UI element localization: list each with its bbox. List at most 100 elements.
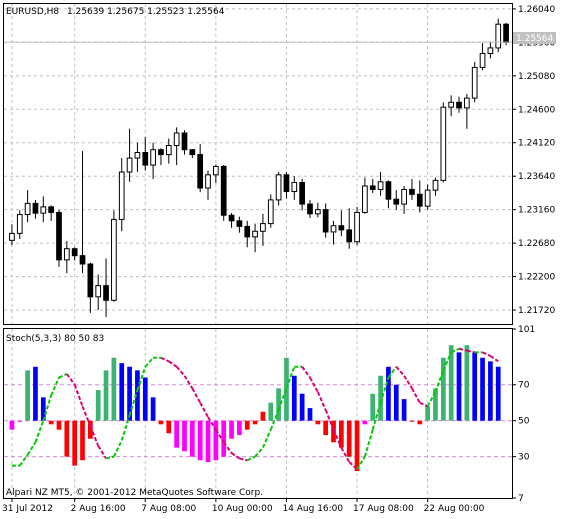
stoch-tick-label: 101 xyxy=(518,325,535,335)
stoch-histogram-bar xyxy=(95,390,101,421)
stoch-signal-segment xyxy=(316,391,327,411)
candle xyxy=(346,208,353,249)
stoch-signal-segment xyxy=(26,441,37,456)
candle xyxy=(362,177,368,214)
candle xyxy=(401,185,407,214)
time-tick-label: 7 Aug 08:00 xyxy=(141,504,196,514)
stoch-signal-segment xyxy=(199,402,209,418)
stoch-histogram-bar xyxy=(323,420,329,436)
stoch-histogram-bar xyxy=(339,420,344,448)
stoch-histogram-bar xyxy=(378,375,383,421)
stoch-signal-segment xyxy=(230,452,240,460)
candle-body xyxy=(471,66,478,99)
candle xyxy=(456,96,462,113)
candle-body xyxy=(362,185,368,213)
stoch-signal-segment xyxy=(482,351,491,357)
candle xyxy=(213,164,219,184)
candle-body xyxy=(479,52,486,68)
price-tick-label: 1.23160 xyxy=(518,206,555,216)
time-tick-label: 17 Aug 08:00 xyxy=(353,504,414,514)
candle-body xyxy=(283,174,290,193)
stoch-histogram-bar xyxy=(440,357,446,421)
candle xyxy=(291,176,298,200)
candle-body xyxy=(401,188,407,205)
candle xyxy=(32,199,39,219)
candle-body xyxy=(252,230,258,238)
candle xyxy=(471,61,478,103)
candle xyxy=(220,165,227,221)
stoch-histogram-bar xyxy=(276,388,281,421)
candle-body xyxy=(314,209,321,215)
candle xyxy=(307,199,313,219)
stoch-histogram-bar xyxy=(166,420,172,434)
candle xyxy=(56,209,62,267)
candle xyxy=(79,151,86,274)
stoch-signal-segment xyxy=(97,445,107,459)
stoch-signal-segment xyxy=(387,366,398,379)
stoch-signal-segment xyxy=(58,373,68,379)
stoch-histogram-bar xyxy=(40,397,46,421)
stoch-signal-segment xyxy=(340,447,351,463)
candle-body xyxy=(487,47,494,54)
stoch-histogram-bar xyxy=(488,361,493,421)
time-tick-label: 31 Jul 2012 xyxy=(2,504,53,514)
stoch-histogram-bar xyxy=(9,420,15,430)
time-tick-label: 14 Aug 16:00 xyxy=(282,504,343,514)
candle xyxy=(111,210,117,302)
stoch-histogram-bar xyxy=(205,420,211,463)
candle-body xyxy=(118,171,125,220)
stoch-signal-segment xyxy=(144,357,154,368)
stoch-signal-segment xyxy=(105,455,115,460)
candle xyxy=(354,206,360,246)
candle-body xyxy=(409,188,415,195)
stoch-signal-segment xyxy=(466,349,475,354)
stoch-signal-segment xyxy=(395,366,405,377)
candle xyxy=(464,93,470,129)
candle-body xyxy=(103,285,109,301)
stoch-histogram-bar xyxy=(213,420,219,461)
stoch-signal-segment xyxy=(419,401,429,408)
candle xyxy=(71,247,78,261)
candle-body xyxy=(346,229,353,243)
time-tick-label: 22 Aug 00:00 xyxy=(424,504,485,514)
stochastic-axis-labels: 101 70 50 30 7 xyxy=(512,325,535,504)
candle xyxy=(377,172,384,196)
candle-body xyxy=(126,157,133,173)
stoch-histogram-bar xyxy=(284,357,289,421)
stoch-signal-segment xyxy=(379,377,390,404)
candle xyxy=(260,213,266,246)
candle-body xyxy=(79,255,86,265)
stoch-signal-segment xyxy=(254,447,264,458)
stoch-signal-segment xyxy=(269,409,280,431)
candle-body xyxy=(150,149,156,166)
stoch-histogram-bar xyxy=(291,375,297,421)
stoch-signal-segment xyxy=(442,351,453,371)
candle xyxy=(322,203,329,238)
candle xyxy=(424,184,431,210)
candle-body xyxy=(495,23,502,49)
candle-body xyxy=(181,132,188,151)
candle-body xyxy=(32,202,39,214)
candle xyxy=(150,142,156,179)
stoch-histogram-bar xyxy=(409,420,415,422)
stoch-histogram-bar xyxy=(142,377,148,421)
candle xyxy=(173,127,180,166)
stoch-signal-segment xyxy=(426,391,437,407)
candle-body xyxy=(354,211,360,243)
price-tick-label: 1.24600 xyxy=(518,105,555,115)
candle xyxy=(165,138,172,164)
stoch-signal-segment xyxy=(175,366,186,377)
candle xyxy=(63,241,70,274)
candle xyxy=(236,216,243,233)
stoch-tick-label: 7 xyxy=(518,494,524,504)
stoch-histogram-bar xyxy=(315,420,321,425)
candle xyxy=(432,177,439,196)
candle xyxy=(283,172,290,199)
stoch-signal-segment xyxy=(120,415,131,441)
candle-body xyxy=(432,179,439,191)
stoch-signal-segment xyxy=(207,416,217,431)
candle-body xyxy=(385,181,392,200)
candle xyxy=(275,172,282,206)
stoch-signal-segment xyxy=(301,366,311,379)
